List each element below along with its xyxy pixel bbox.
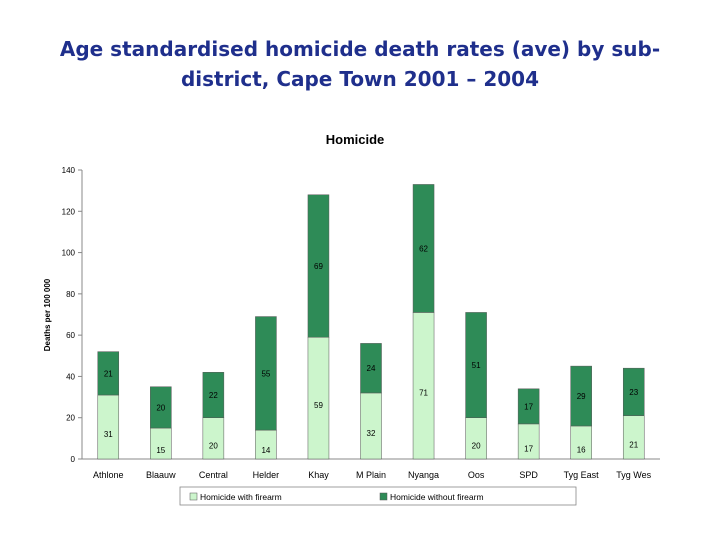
data-label: 15 — [156, 446, 165, 455]
x-tick-label: Central — [199, 470, 228, 480]
data-label: 20 — [156, 403, 165, 412]
bar-segment — [307, 194, 330, 338]
x-tick-label: Blaauw — [146, 470, 176, 480]
bar-segment — [150, 386, 172, 429]
data-label: 71 — [419, 389, 428, 398]
bar-segment — [202, 372, 225, 418]
y-tick-label: 80 — [66, 290, 75, 299]
y-axis-label: Deaths per 100 000 — [43, 278, 52, 351]
legend-label: Homicide without firearm — [390, 492, 484, 502]
bar-segment — [97, 394, 120, 460]
legend-swatch — [379, 492, 388, 501]
data-label: 17 — [524, 444, 533, 453]
data-label: 29 — [577, 392, 586, 401]
slide-title-line-2: district, Cape Town 2001 – 2004 — [180, 67, 539, 91]
data-label: 17 — [524, 402, 533, 411]
chart-area: Homicide Deaths per 100 000 0 20 40 60 80 100… — [38, 122, 678, 512]
bar-segment — [465, 312, 487, 418]
bar-segment — [97, 351, 120, 396]
x-tick-label: Oos — [468, 470, 485, 480]
y-tick-label: 140 — [62, 166, 76, 175]
bar-segment — [360, 392, 382, 460]
x-tick-label: Helder — [253, 470, 280, 480]
x-tick-label: Tyg East — [564, 470, 600, 480]
data-label: 21 — [629, 440, 638, 449]
x-tick-label: Athlone — [93, 470, 124, 480]
x-tick-label: M Plain — [356, 470, 386, 480]
data-label: 62 — [419, 244, 428, 253]
y-tick-label: 20 — [66, 414, 75, 423]
y-tick-label: 0 — [71, 455, 76, 464]
y-tick-label: 60 — [66, 331, 75, 340]
bar-segment — [570, 365, 592, 427]
chart-title: Homicide — [326, 132, 385, 147]
data-label: 59 — [314, 401, 323, 410]
legend-box — [179, 486, 577, 506]
slide-title: Age standardised homicide death rates (a… — [0, 34, 720, 94]
data-label: 32 — [367, 429, 376, 438]
data-label: 24 — [367, 364, 376, 373]
data-label: 20 — [209, 441, 218, 450]
bar-segment — [360, 343, 382, 394]
legend-swatch — [189, 492, 198, 501]
x-tick-labels: Athlone Blaauw Central Helder Khay M Plain Nya… — [93, 470, 652, 480]
data-label: 69 — [314, 262, 323, 271]
homicide-chart: Homicide Deaths per 100 000 0 20 40 60 80 100… — [43, 132, 660, 506]
data-label: 16 — [577, 445, 586, 454]
bar-segment — [307, 336, 330, 460]
data-label: 51 — [472, 361, 481, 370]
x-tick-label: SPD — [519, 470, 538, 480]
bars: 31 21 15 20 20 22 14 55 59 69 32 24 71 62 20 51 17 17 16 29… — [97, 184, 645, 460]
y-tick-label: 100 — [62, 249, 76, 258]
legend-label: Homicide with firearm — [200, 492, 282, 502]
slide-title-line-1: Age standardised homicide death rates (a… — [59, 37, 661, 61]
bar-segment — [465, 417, 487, 460]
data-label: 31 — [104, 430, 113, 439]
data-label: 20 — [472, 441, 481, 450]
axes: 0 20 40 60 80 100 120 140 — [62, 166, 660, 464]
y-tick-label: 40 — [66, 372, 75, 381]
bar-segment — [517, 423, 540, 460]
bar-segment — [412, 184, 435, 313]
bar-segment — [622, 415, 645, 460]
bar-segment — [622, 367, 645, 416]
data-label: 23 — [629, 388, 638, 397]
x-tick-label: Khay — [308, 470, 329, 480]
legend: Homicide with firearm Homicide without fi… — [179, 486, 577, 506]
bar-segment — [412, 312, 435, 460]
data-label: 22 — [209, 391, 218, 400]
bar-segment — [517, 388, 540, 425]
bar-segment — [202, 417, 225, 460]
data-label: 14 — [261, 446, 270, 455]
bar-segment — [255, 316, 277, 431]
data-label: 21 — [104, 369, 113, 378]
y-tick-label: 120 — [62, 207, 76, 216]
x-tick-label: Tyg Wes — [616, 470, 651, 480]
data-label: 55 — [261, 369, 270, 378]
x-tick-label: Nyanga — [408, 470, 439, 480]
